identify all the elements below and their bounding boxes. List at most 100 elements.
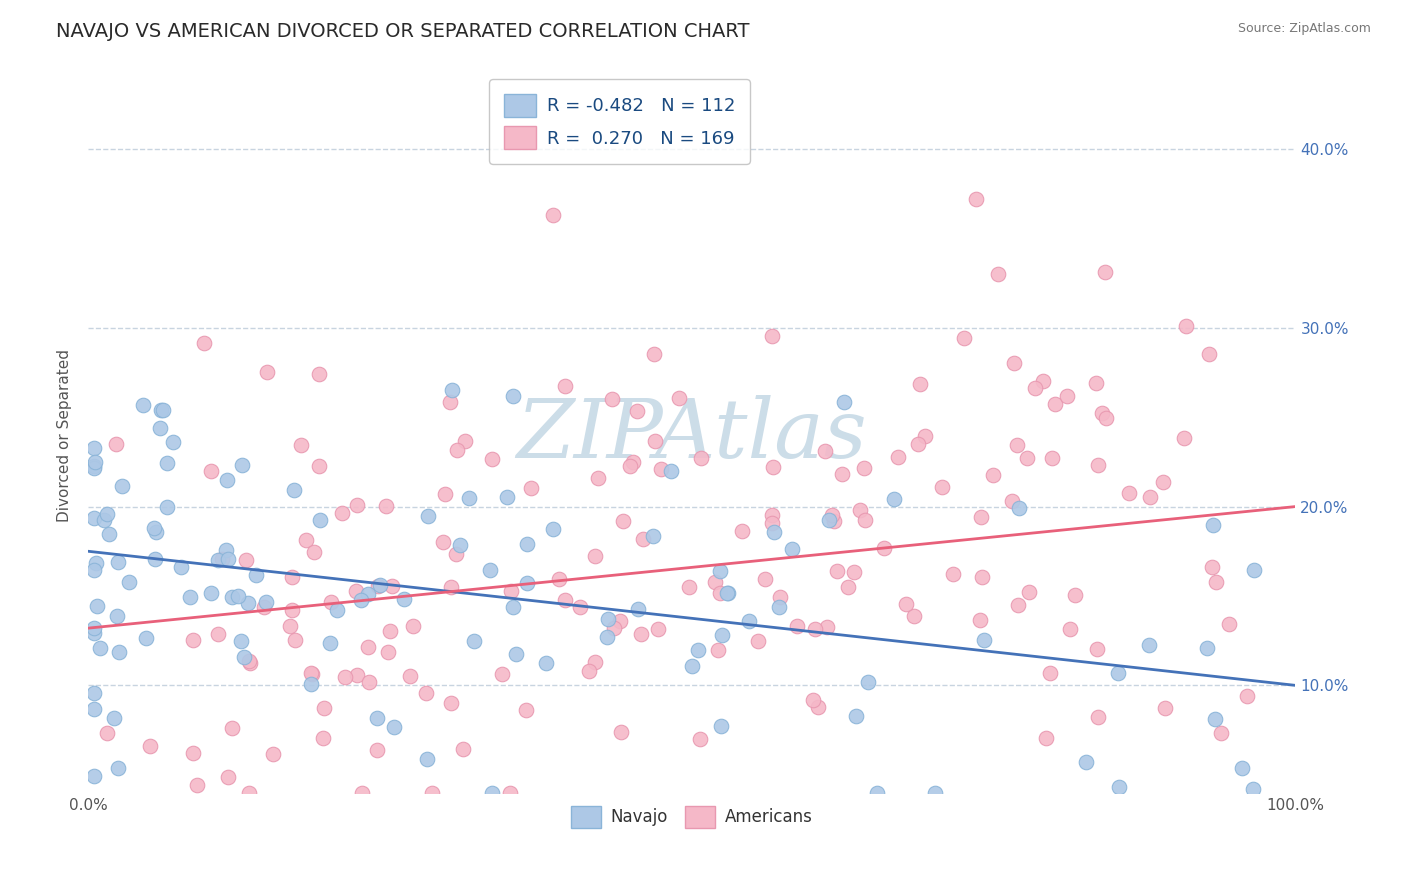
Point: [321, 595, 343, 609]
Point: [541, 522, 564, 536]
Point: [1205, 712, 1227, 726]
Point: [280, 569, 302, 583]
Point: [357, 640, 380, 654]
Point: [103, 711, 125, 725]
Point: [301, 667, 323, 681]
Point: [83, 769, 105, 783]
Point: [221, 721, 243, 735]
Point: [626, 404, 648, 418]
Point: [398, 669, 420, 683]
Point: [1085, 376, 1108, 391]
Point: [326, 602, 349, 616]
Point: [1137, 638, 1160, 652]
Point: [449, 537, 471, 551]
Point: [583, 655, 606, 669]
Point: [603, 621, 626, 635]
Point: [499, 584, 522, 599]
Point: [619, 458, 641, 473]
Point: [135, 631, 157, 645]
Point: [108, 645, 131, 659]
Point: [207, 627, 229, 641]
Point: [481, 786, 503, 800]
Point: [710, 628, 733, 642]
Point: [578, 664, 600, 678]
Point: [149, 421, 172, 435]
Point: [1205, 574, 1227, 589]
Point: [832, 394, 855, 409]
Point: [596, 631, 619, 645]
Point: [1107, 665, 1129, 680]
Point: [350, 593, 373, 607]
Point: [481, 451, 503, 466]
Point: [647, 622, 669, 636]
Point: [181, 746, 204, 760]
Point: [495, 490, 517, 504]
Point: [1008, 501, 1031, 516]
Point: [107, 555, 129, 569]
Point: [583, 549, 606, 564]
Point: [814, 443, 837, 458]
Point: [162, 435, 184, 450]
Point: [378, 624, 401, 638]
Point: [761, 328, 783, 343]
Point: [823, 515, 845, 529]
Point: [308, 458, 330, 473]
Point: [761, 516, 783, 531]
Point: [304, 545, 326, 559]
Point: [887, 450, 910, 464]
Point: [803, 693, 825, 707]
Point: [754, 572, 776, 586]
Point: [83, 702, 105, 716]
Point: [621, 455, 644, 469]
Point: [807, 700, 830, 714]
Point: [1087, 709, 1109, 723]
Point: [716, 585, 738, 599]
Point: [534, 656, 557, 670]
Point: [1094, 264, 1116, 278]
Point: [853, 461, 876, 475]
Point: [818, 513, 841, 527]
Point: [253, 600, 276, 615]
Point: [107, 761, 129, 775]
Point: [769, 591, 792, 605]
Point: [290, 438, 312, 452]
Point: [440, 580, 463, 594]
Point: [179, 590, 201, 604]
Point: [515, 703, 537, 717]
Point: [357, 675, 380, 690]
Point: [704, 574, 727, 589]
Point: [238, 654, 260, 668]
Point: [973, 632, 995, 647]
Point: [440, 384, 463, 398]
Point: [668, 391, 690, 405]
Point: [738, 614, 761, 628]
Point: [392, 592, 415, 607]
Point: [586, 471, 609, 485]
Point: [1085, 641, 1108, 656]
Point: [346, 667, 368, 681]
Point: [217, 552, 239, 566]
Point: [1040, 450, 1063, 465]
Point: [357, 587, 380, 601]
Point: [803, 622, 825, 636]
Point: [1152, 475, 1174, 490]
Point: [186, 778, 208, 792]
Point: [1001, 493, 1024, 508]
Point: [1241, 782, 1264, 797]
Point: [352, 786, 374, 800]
Point: [105, 609, 128, 624]
Point: [1094, 411, 1116, 425]
Point: [215, 473, 238, 487]
Point: [314, 700, 336, 714]
Point: [432, 534, 454, 549]
Point: [284, 632, 307, 647]
Point: [207, 553, 229, 567]
Point: [232, 650, 254, 665]
Point: [401, 619, 423, 633]
Point: [519, 482, 541, 496]
Point: [853, 512, 876, 526]
Point: [837, 580, 859, 594]
Point: [89, 641, 111, 656]
Point: [143, 521, 166, 535]
Point: [415, 686, 437, 700]
